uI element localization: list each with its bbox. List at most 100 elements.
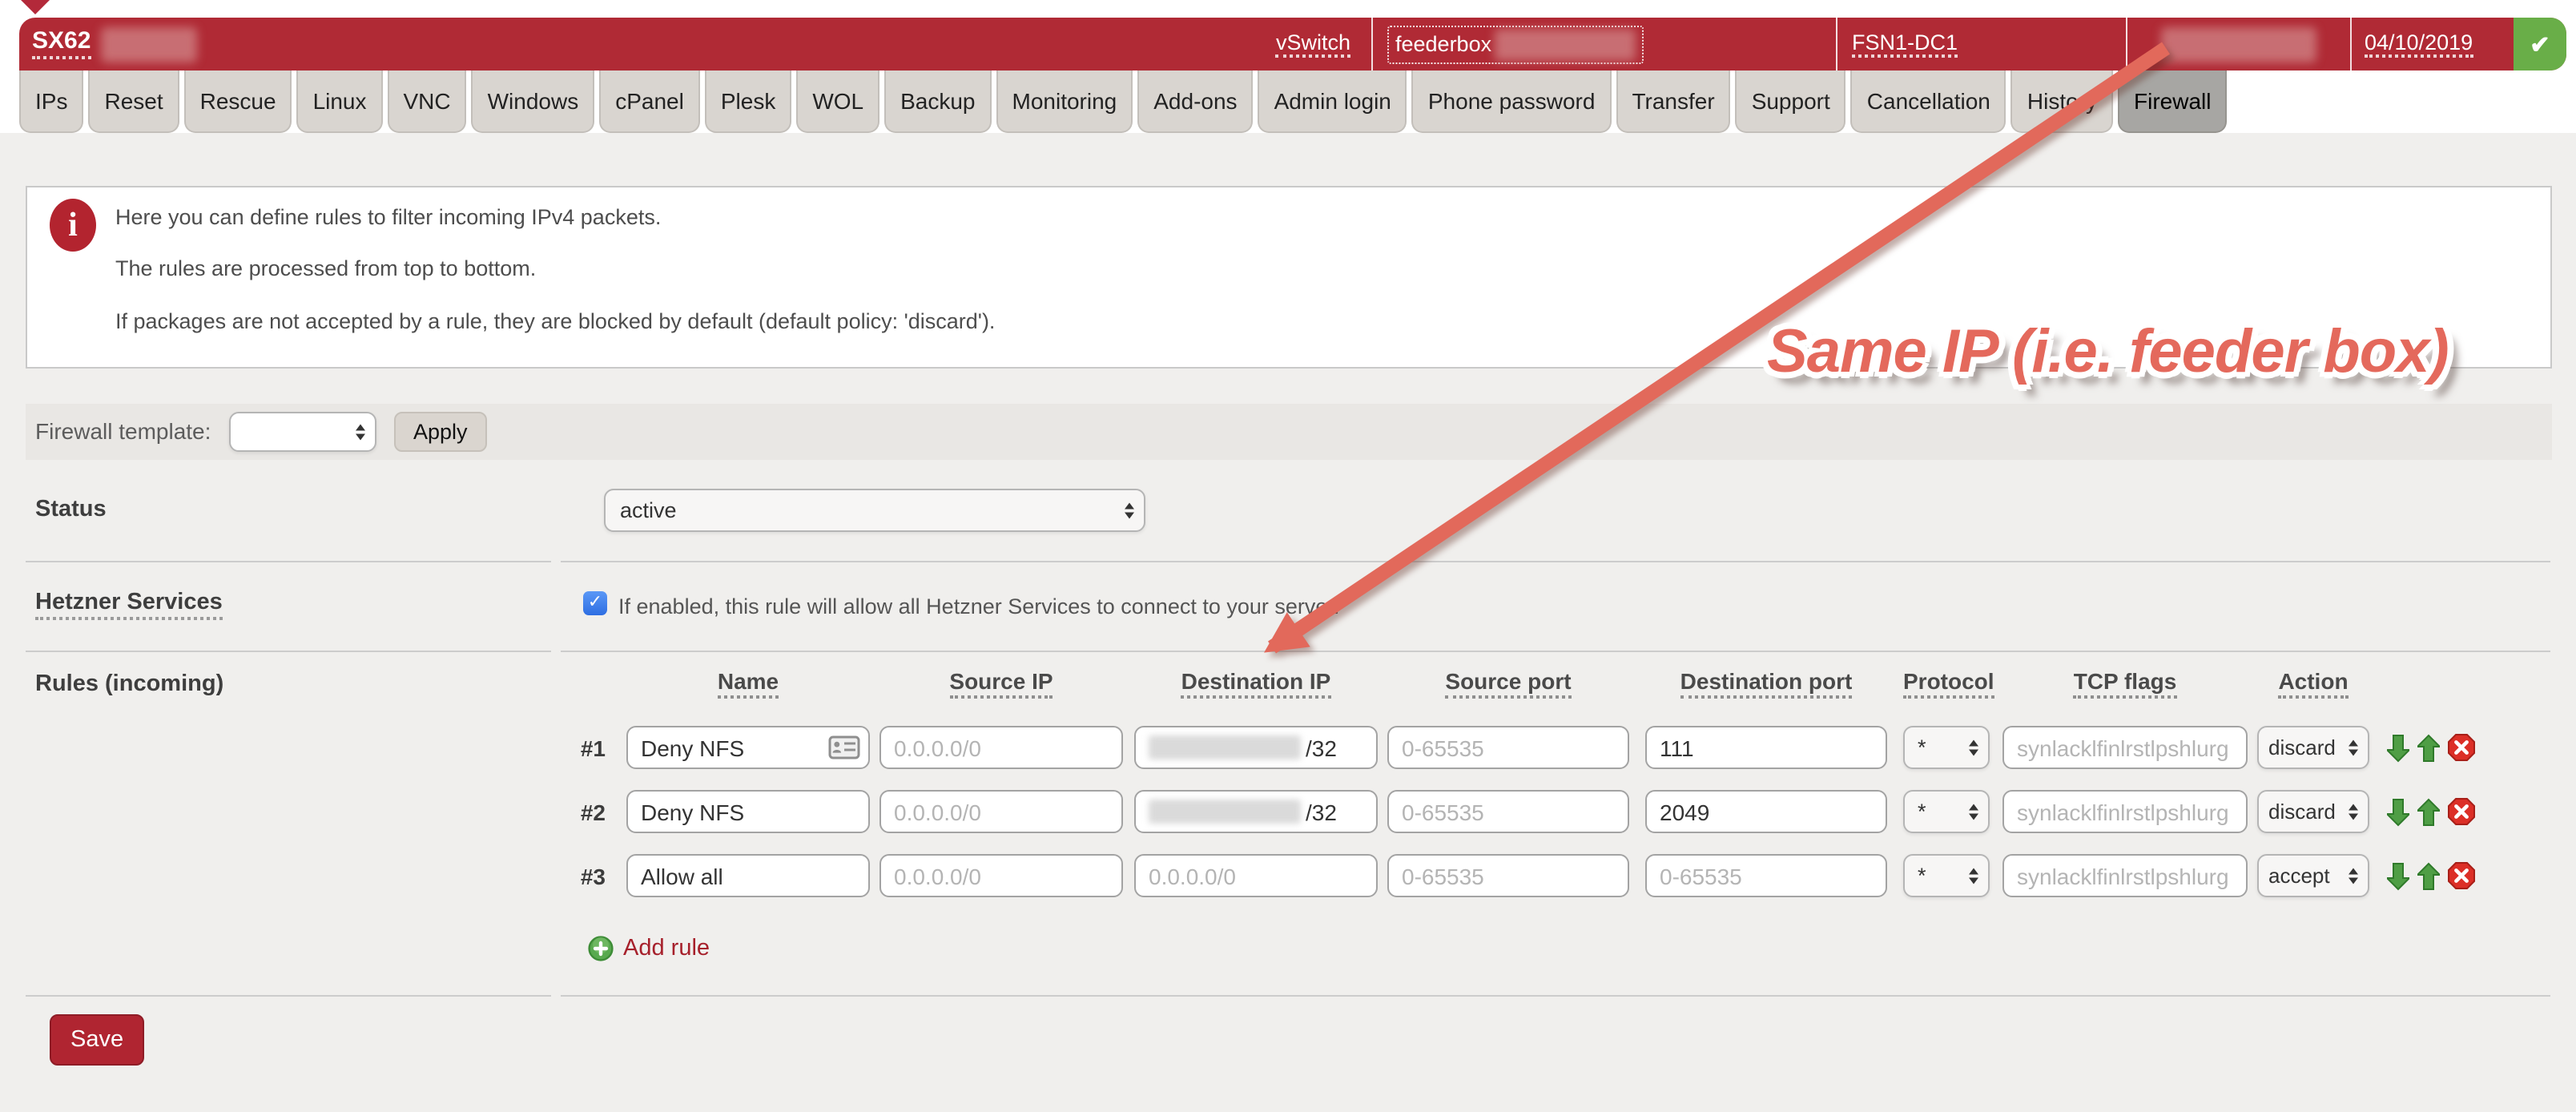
destination-ip-input[interactable]: /32 (1134, 726, 1378, 769)
paid-until-cell: 04/10/2019 (2350, 18, 2514, 71)
rule-row-2: #2 /32 * discard (561, 790, 2547, 833)
section-divider (26, 561, 551, 562)
move-rule-down-button[interactable] (2387, 733, 2409, 762)
tab-windows[interactable]: Windows (471, 71, 595, 133)
status-label: Status (35, 497, 107, 522)
source-port-input[interactable] (1387, 790, 1629, 833)
column-header-destination-port: Destination port (1645, 668, 1887, 699)
firewall-template-select[interactable] (229, 412, 376, 452)
column-header-destination-ip: Destination IP (1134, 668, 1378, 699)
redacted-server-ip (2161, 26, 2316, 62)
tab-cpanel[interactable]: cPanel (599, 71, 700, 133)
tcp-flags-input[interactable] (2002, 854, 2248, 897)
destination-ip-input[interactable]: /32 (1134, 790, 1378, 833)
destination-ip-input[interactable] (1134, 854, 1378, 897)
datacenter-link[interactable]: FSN1-DC1 (1852, 30, 1958, 58)
section-divider (26, 651, 551, 652)
protocol-value: * (1918, 864, 1926, 888)
move-rule-up-button[interactable] (2417, 861, 2440, 890)
protocol-select[interactable]: * (1903, 854, 1990, 897)
info-icon: i (50, 199, 96, 252)
tab-admin-login[interactable]: Admin login (1258, 71, 1407, 133)
tab-monitoring[interactable]: Monitoring (996, 71, 1133, 133)
add-icon (588, 936, 614, 961)
source-port-input[interactable] (1387, 854, 1629, 897)
delete-rule-button[interactable] (2448, 862, 2475, 889)
tab-plesk[interactable]: Plesk (704, 71, 792, 133)
add-rule-label: Add rule (623, 936, 710, 961)
check-icon: ✔ (2530, 31, 2550, 58)
source-ip-input[interactable] (879, 854, 1123, 897)
redacted-server-id (100, 26, 197, 62)
server-name-prefix: feederbox (1395, 32, 1492, 56)
action-select[interactable]: discard (2257, 726, 2369, 769)
rule-number: #3 (580, 863, 606, 888)
rule-row-1: #1 /32 (561, 726, 2547, 769)
source-ip-input[interactable] (879, 726, 1123, 769)
protocol-value: * (1918, 735, 1926, 759)
add-rule-button[interactable]: Add rule (588, 936, 710, 961)
action-select[interactable]: discard (2257, 790, 2369, 833)
protocol-select[interactable]: * (1903, 790, 1990, 833)
tab-transfer[interactable]: Transfer (1616, 71, 1731, 133)
protocol-select[interactable]: * (1903, 726, 1990, 769)
rule-name-input[interactable] (626, 726, 870, 769)
select-stepper-icon (356, 423, 365, 441)
rule-name-input[interactable] (626, 790, 870, 833)
section-divider (26, 995, 551, 997)
server-name-field[interactable]: feederbox (1387, 25, 1644, 63)
move-rule-down-button[interactable] (2387, 861, 2409, 890)
tab-rescue[interactable]: Rescue (183, 71, 292, 133)
rule-name-input[interactable] (626, 854, 870, 897)
red-triangle-decoration (21, 0, 50, 14)
tab-bar: IPs Reset Rescue Linux VNC Windows cPane… (19, 71, 2228, 133)
tab-history[interactable]: History (2010, 71, 2114, 133)
delete-rule-button[interactable] (2448, 734, 2475, 761)
destination-ip-suffix: /32 (1306, 735, 1337, 760)
source-ip-input[interactable] (879, 790, 1123, 833)
column-header-tcp-flags: TCP flags (2002, 668, 2248, 699)
server-ip-cell (2126, 18, 2350, 71)
tab-reset[interactable]: Reset (88, 71, 179, 133)
tab-wol[interactable]: WOL (796, 71, 880, 133)
source-port-input[interactable] (1387, 726, 1629, 769)
action-select[interactable]: accept (2257, 854, 2369, 897)
destination-port-input[interactable] (1645, 726, 1887, 769)
tab-cancellation[interactable]: Cancellation (1850, 71, 2006, 133)
tab-support[interactable]: Support (1735, 71, 1846, 133)
apply-button[interactable]: Apply (394, 412, 487, 452)
rules-table: Name Source IP Destination IP Source por… (561, 668, 2547, 918)
save-button[interactable]: Save (50, 1014, 145, 1066)
delete-rule-button[interactable] (2448, 798, 2475, 825)
tab-addons[interactable]: Add-ons (1137, 71, 1254, 133)
tab-phone-password[interactable]: Phone password (1411, 71, 1612, 133)
select-stepper-icon (1125, 502, 1134, 519)
tcp-flags-input[interactable] (2002, 726, 2248, 769)
tab-vnc[interactable]: VNC (387, 71, 467, 133)
vswitch-link[interactable]: vSwitch (1275, 30, 1350, 58)
destination-port-input[interactable] (1645, 790, 1887, 833)
hetzner-services-checkbox[interactable]: ✓ (583, 591, 607, 615)
tab-linux[interactable]: Linux (296, 71, 383, 133)
status-ok-badge: ✔ (2514, 18, 2566, 71)
destination-port-input[interactable] (1645, 854, 1887, 897)
rule-number: #1 (580, 735, 606, 760)
section-divider (561, 561, 2550, 562)
datacenter-cell: FSN1-DC1 (1836, 18, 2126, 71)
hetzner-services-label-text: Hetzner Services (35, 590, 223, 620)
move-rule-up-button[interactable] (2417, 797, 2440, 826)
hetzner-services-description: If enabled, this rule will allow all Het… (618, 594, 1340, 618)
server-title-section: SX62 vSwitch (19, 18, 1371, 71)
paid-until-date[interactable]: 04/10/2019 (2365, 30, 2473, 58)
server-type-link[interactable]: SX62 (32, 28, 91, 59)
tab-ips[interactable]: IPs (19, 71, 84, 133)
tcp-flags-input[interactable] (2002, 790, 2248, 833)
move-rule-down-button[interactable] (2387, 797, 2409, 826)
move-rule-up-button[interactable] (2417, 733, 2440, 762)
action-value: accept (2268, 864, 2330, 888)
tab-backup[interactable]: Backup (884, 71, 992, 133)
column-header-protocol: Protocol (1903, 668, 1994, 699)
tab-firewall[interactable]: Firewall (2118, 71, 2228, 133)
status-select[interactable]: active (604, 489, 1145, 532)
autofill-icon[interactable] (828, 735, 860, 759)
